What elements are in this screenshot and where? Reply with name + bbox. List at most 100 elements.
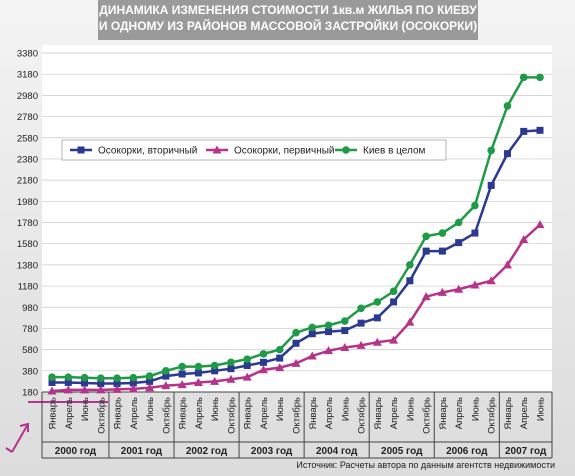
x-tick-label: Октябрь: [226, 397, 237, 434]
x-tick-label: Июнь: [340, 397, 351, 421]
x-tick-label: Апрель: [454, 397, 465, 429]
marker: [162, 372, 170, 380]
marker: [212, 145, 222, 154]
marker: [470, 280, 480, 289]
marker: [129, 373, 138, 382]
marker: [519, 234, 529, 243]
marker: [389, 335, 399, 344]
marker: [178, 362, 186, 371]
x-tick-label: Апрель: [259, 397, 270, 429]
marker: [80, 373, 89, 382]
marker: [520, 127, 528, 135]
marker: [291, 358, 301, 367]
marker: [341, 317, 349, 325]
marker: [455, 239, 463, 247]
y-tick-label: 2980: [17, 91, 38, 102]
x-tick-label: Октябрь: [422, 397, 433, 434]
marker: [373, 298, 382, 306]
marker: [454, 284, 464, 293]
y-tick-label: 2780: [17, 112, 38, 123]
y-tick-label: 2380: [17, 154, 38, 165]
y-tick-label: 980: [22, 303, 38, 314]
x-tick-label: Январь: [243, 397, 254, 430]
x-tick-label: Апрель: [324, 397, 335, 429]
x-tick-label: Апрель: [129, 397, 140, 429]
y-tick-label: 3380: [17, 49, 38, 60]
marker: [536, 126, 544, 134]
marker: [64, 373, 73, 381]
x-tick-label: Июнь: [536, 397, 547, 421]
marker: [178, 370, 186, 378]
x-tick-label: Июнь: [405, 397, 416, 421]
marker: [308, 330, 316, 338]
y-tick-label: 1580: [17, 239, 38, 250]
x-tick-label: Январь: [503, 397, 514, 430]
marker: [210, 361, 219, 370]
marker: [486, 276, 496, 285]
y-tick-label: 2580: [17, 133, 38, 144]
marker: [536, 73, 544, 82]
group-label: 2007 год: [505, 446, 547, 457]
marker: [146, 377, 154, 385]
marker: [145, 383, 155, 392]
marker: [47, 386, 57, 395]
marker: [406, 261, 414, 269]
marker: [161, 381, 171, 390]
marker: [194, 362, 203, 371]
y-tick-label: 780: [22, 324, 38, 335]
marker: [227, 365, 235, 373]
marker: [389, 287, 398, 296]
marker: [324, 346, 334, 355]
x-tick-label: Январь: [438, 397, 449, 430]
y-tick-label: 1180: [18, 282, 38, 293]
marker: [63, 385, 73, 394]
legend-label: Осокорки, первичный: [234, 146, 335, 157]
x-tick-label: Январь: [373, 397, 384, 430]
group-label: 2004 год: [316, 446, 358, 457]
x-tick-label: Апрель: [389, 397, 400, 429]
x-tick-label: Июнь: [470, 397, 481, 421]
arrow: [5, 422, 29, 453]
marker: [81, 379, 89, 387]
marker: [177, 380, 187, 389]
source: Источник: Расчеты автора по данным агент…: [296, 460, 555, 470]
y-tick-label: 1380: [17, 260, 38, 271]
marker: [422, 232, 430, 241]
marker: [227, 358, 235, 367]
marker: [97, 380, 105, 388]
marker: [243, 355, 251, 363]
marker: [48, 373, 56, 381]
marker: [437, 287, 447, 296]
x-tick-label: Октябрь: [161, 397, 172, 434]
marker: [340, 343, 350, 352]
marker: [503, 150, 511, 158]
marker: [259, 358, 267, 366]
x-tick-label: Июнь: [80, 397, 91, 421]
marker: [210, 376, 220, 385]
marker: [487, 181, 495, 189]
marker: [487, 146, 496, 155]
y-tick-label: 580: [22, 345, 38, 356]
x-tick-label: Июнь: [145, 397, 156, 421]
marker: [356, 340, 366, 349]
marker: [243, 362, 251, 370]
marker: [421, 292, 431, 301]
marker: [80, 385, 90, 394]
x-tick-label: Октябрь: [357, 397, 368, 434]
marker: [96, 385, 106, 394]
group-label: 2002 год: [186, 446, 228, 457]
x-tick-label: Январь: [308, 397, 319, 430]
marker: [259, 350, 268, 358]
marker: [113, 380, 121, 388]
chart-title: ДИНАМИКА ИЗМЕНЕНИЯ СТОИМОСТИ 1кв.м ЖИЛЬЯ…: [99, 3, 477, 17]
legend-label: Киев в целом: [363, 146, 426, 157]
marker: [211, 367, 219, 375]
group-label: 2000 год: [55, 446, 97, 457]
marker: [77, 146, 85, 154]
marker: [276, 354, 284, 362]
y-tick-label: 1980: [17, 197, 38, 208]
marker: [194, 369, 202, 377]
y-tick-label: 380: [22, 366, 38, 377]
group-label: 2001 год: [121, 446, 163, 457]
